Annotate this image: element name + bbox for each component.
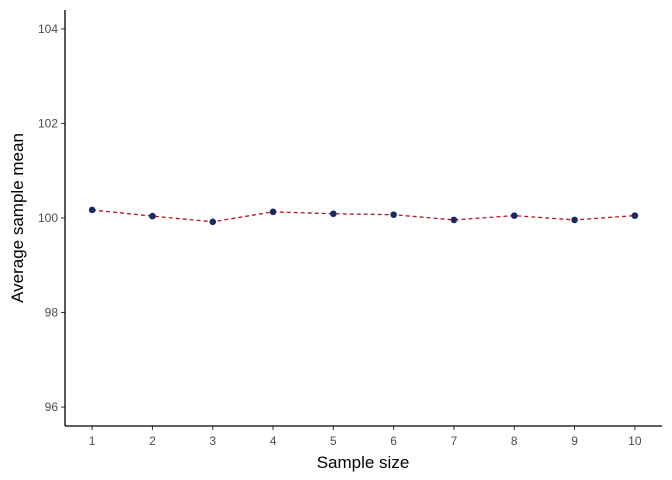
data-point [450,216,458,224]
y-tick-label: 96 [45,400,59,414]
x-tick-label: 5 [330,434,337,448]
x-ticks: 1 2 3 4 5 6 7 8 9 10 [89,426,642,448]
plot-area [88,206,639,226]
x-tick-label: 9 [571,434,578,448]
data-point [209,218,217,226]
y-tick-label: 98 [45,306,59,320]
x-tick-label: 1 [89,434,96,448]
data-point [390,211,397,218]
y-tick-label: 102 [38,116,58,130]
data-point [571,216,578,224]
data-point [269,208,277,216]
y-tick-label: 100 [38,211,58,225]
series-line [92,209,635,223]
data-point [510,212,518,219]
x-tick-label: 6 [390,434,397,448]
y-ticks: 96 98 100 102 104 [38,22,65,414]
data-point [631,212,639,219]
data-point [330,210,337,218]
x-tick-label: 10 [628,434,642,448]
x-tick-label: 3 [209,434,216,448]
data-point [88,206,96,214]
y-axis-title: Average sample mean [8,133,27,303]
data-point [149,212,156,220]
x-tick-label: 8 [511,434,518,448]
y-tick-label: 104 [38,22,58,36]
x-axis-title: Sample size [317,453,410,472]
x-tick-label: 2 [149,434,156,448]
x-tick-label: 4 [270,434,277,448]
x-tick-label: 7 [451,434,458,448]
